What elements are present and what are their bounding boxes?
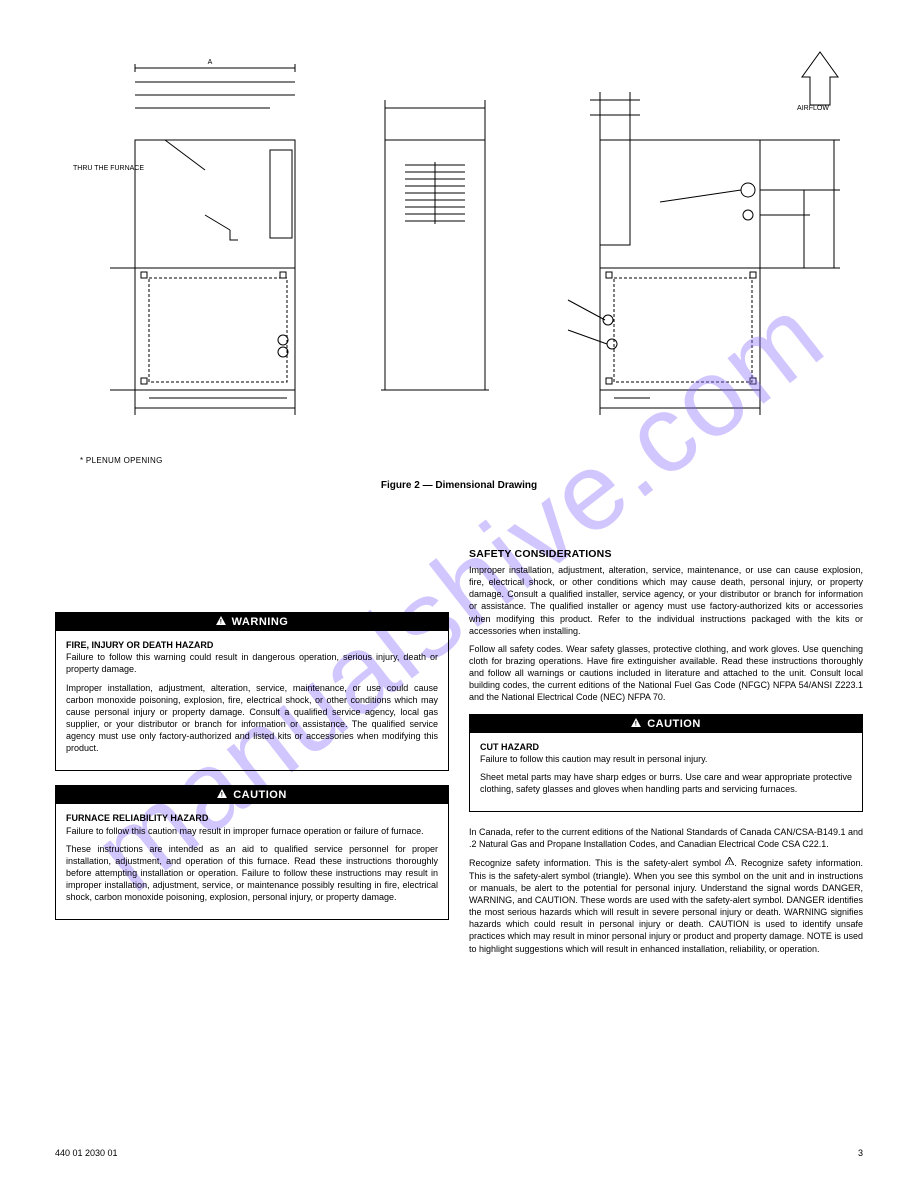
caution-box-2: ! CAUTION CUT HAZARD Failure to follow th… [469,714,863,813]
svg-text:!: ! [635,720,638,726]
side-view [355,40,515,420]
safety-heading: SAFETY CONSIDERATIONS [469,548,863,560]
page-footer: 440 01 2030 01 3 [55,1148,863,1158]
page-number: 3 [858,1148,863,1158]
warning-box: ! WARNING FIRE, INJURY OR DEATH HAZARD Fa… [55,612,449,771]
caution2-line2: Sheet metal parts may have sharp edges o… [480,771,852,795]
rear-view: AIRFLOW [530,40,863,420]
alert-icon: ! [631,718,641,727]
caution-box-1: ! CAUTION FURNACE RELIABILITY HAZARD Fail… [55,785,449,920]
figure-title: Figure 2 — Dimensional Drawing [0,480,918,491]
canada-para: In Canada, refer to the current editions… [469,826,863,850]
warning-label: WARNING [232,616,289,628]
warning-line1: Failure to follow this warning could res… [66,651,438,675]
alert-icon: ! [725,856,734,868]
caution2-line1: Failure to follow this caution may resul… [480,753,852,765]
svg-text:AIRFLOW: AIRFLOW [797,105,829,112]
signal-para: Recognize safety information. This is th… [469,856,863,954]
caution1-line1: Failure to follow this caution may resul… [66,825,438,837]
alert-icon: ! [216,616,226,625]
caution2-label: CAUTION [647,718,701,730]
front-view: A THRU THE FURNACE [55,40,350,420]
caution2-heading: CUT HAZARD [480,741,852,753]
safety-para-1: Improper installation, adjustment, alter… [469,564,863,637]
plenum-note: * PLENUM OPENING [80,456,163,465]
caution2-bar: ! CAUTION [470,715,862,733]
left-column: ! WARNING FIRE, INJURY OR DEATH HAZARD Fa… [55,602,449,934]
warning-line2: Improper installation, adjustment, alter… [66,682,438,755]
warning-heading: FIRE, INJURY OR DEATH HAZARD [66,639,438,651]
caution1-bar: ! CAUTION [56,786,448,804]
dimensional-diagram: A THRU THE FURNACE [55,40,863,440]
caution1-label: CAUTION [233,789,287,801]
alert-icon: ! [217,789,227,798]
svg-text:A: A [208,59,213,66]
warning-bar: ! WARNING [56,613,448,631]
svg-text:!: ! [221,792,224,798]
right-column: SAFETY CONSIDERATIONS Improper installat… [469,540,863,961]
svg-text:THRU THE FURNACE: THRU THE FURNACE [73,165,144,172]
svg-text:!: ! [729,860,731,865]
caution1-heading: FURNACE RELIABILITY HAZARD [66,812,438,824]
safety-para-2: Follow all safety codes. Wear safety gla… [469,643,863,704]
caution1-line2: These instructions are intended as an ai… [66,843,438,904]
signal-para-text: Recognize safety information. This is th… [469,859,863,954]
manual-code: 440 01 2030 01 [55,1148,118,1158]
svg-text:!: ! [219,619,222,625]
